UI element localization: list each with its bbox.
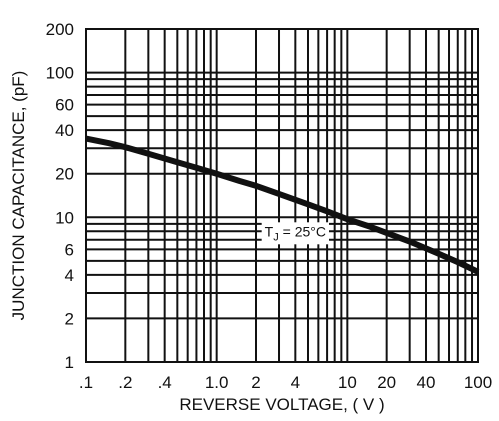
y-tick-label: 4: [65, 266, 74, 285]
y-axis-title: JUNCTION CAPACITANCE, (pF): [9, 71, 28, 321]
y-tick-label: 200: [46, 20, 74, 39]
y-tick-label: 10: [55, 208, 74, 227]
annotation-suffix: = 25°C: [279, 223, 326, 239]
y-tick-label: 100: [46, 64, 74, 83]
annotation-subscript: J: [273, 231, 279, 243]
annotation-layer: TJ = 25°C: [261, 222, 329, 245]
y-tick-label: 6: [65, 240, 74, 259]
x-tick-label: .2: [118, 373, 132, 392]
x-tick-label: 4: [291, 373, 300, 392]
x-axis-title: REVERSE VOLTAGE, ( V ): [179, 395, 384, 414]
y-tick-label: 1: [65, 353, 74, 372]
y-tick-label: 2: [65, 309, 74, 328]
x-tick-label: 1.0: [205, 373, 229, 392]
x-tick-label: 20: [377, 373, 396, 392]
grid-lines: [86, 29, 478, 362]
y-tick-label: 40: [55, 121, 74, 140]
x-tick-label: .4: [158, 373, 172, 392]
temperature-annotation: TJ = 25°C: [265, 223, 326, 243]
y-tick-label: 20: [55, 165, 74, 184]
x-tick-label: 2: [251, 373, 260, 392]
x-tick-label: .1: [79, 373, 93, 392]
tick-labels: .1 .2 .4 1.0 2 4 10 20 40 100 1 2 4 6 10 20 40 60 100 200: [46, 20, 493, 392]
y-tick-label: 60: [55, 96, 74, 115]
x-tick-label: 40: [417, 373, 436, 392]
capacitance-curve: [85, 135, 480, 275]
series-layer: [85, 135, 480, 275]
x-tick-label: 10: [338, 373, 357, 392]
x-tick-label: 100: [464, 373, 492, 392]
annotation-prefix: T: [265, 223, 274, 239]
plot-frame: [85, 28, 479, 363]
annotation-background: [261, 222, 329, 245]
